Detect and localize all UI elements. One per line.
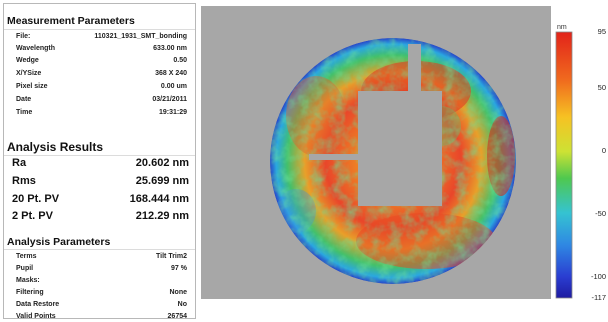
colorbar-unit: nm: [557, 24, 567, 31]
analysis-results-title: Analysis Results: [7, 140, 104, 154]
aparam-row-terms: Terms Tilt Trim2: [4, 252, 195, 261]
aparam-label: Data Restore: [16, 301, 60, 308]
result-value: 168.444 nm: [129, 193, 189, 205]
result-value: 212.29 nm: [135, 210, 189, 222]
param-row-date: Date 03/21/2011: [4, 95, 195, 104]
colorbar-tick-label: -50: [595, 208, 606, 218]
analysis-parameters-title: Analysis Parameters: [7, 236, 111, 248]
aparam-row-pupil: Pupil 97 %: [4, 264, 195, 273]
param-label: Wedge: [16, 57, 39, 64]
colorbar-gradient: [555, 31, 573, 299]
colorbar-tick-label: 0: [601, 146, 606, 156]
colorbar-tick-label: -117: [591, 293, 606, 302]
param-row-xysize: X/YSize 368 X 240: [4, 69, 195, 78]
result-row-ra: Ra 20.602 nm: [4, 155, 195, 172]
param-value: 368 X 240: [155, 70, 187, 77]
param-value: 03/21/2011: [152, 96, 187, 103]
aparam-value: 97 %: [171, 265, 187, 272]
aparam-value: No: [177, 301, 187, 308]
aparam-row-data-restore: Data Restore No: [4, 300, 195, 309]
aparam-label: Filtering: [16, 289, 44, 296]
aparam-label: Valid Points: [16, 313, 56, 320]
measurement-parameters-title: Measurement Parameters: [7, 15, 135, 27]
aparam-label: Masks:: [16, 277, 40, 284]
colorbar: [555, 31, 573, 299]
divider: [4, 155, 195, 156]
param-row-wedge: Wedge 0.50: [4, 56, 195, 65]
colorbar-tick-label: 50: [597, 83, 606, 93]
result-row-rms: Rms 25.699 nm: [4, 173, 195, 190]
aparam-row-masks: Masks:: [4, 276, 195, 285]
divider: [4, 29, 195, 30]
colorbar-tick-label: 95: [597, 27, 606, 36]
aparam-row-filtering: Filtering None: [4, 288, 195, 297]
aparam-label: Pupil: [16, 265, 34, 272]
param-value: 633.00 nm: [153, 45, 187, 52]
param-value: 110321_1931_SMT_bonding: [94, 33, 187, 40]
surface-map-plot[interactable]: [201, 6, 551, 299]
param-label: Pixel size: [16, 83, 48, 90]
param-value: 0.00 um: [160, 83, 187, 90]
parameters-panel: Measurement Parameters File: 110321_1931…: [3, 3, 196, 321]
aparam-row-valid-points: Valid Points 26754: [4, 312, 195, 321]
surface-map-image: [270, 38, 516, 284]
colorbar-tick-label: -100: [590, 271, 606, 281]
param-value: 0.50: [173, 57, 187, 64]
result-value: 25.699 nm: [135, 175, 189, 187]
aparam-label: Terms: [16, 253, 37, 260]
aparam-value: 26754: [167, 313, 187, 320]
param-row-time: Time 19:31:29: [4, 108, 195, 117]
param-value: 19:31:29: [158, 109, 187, 116]
param-row-wavelength: Wavelength 633.00 nm: [4, 44, 195, 53]
param-label: File:: [16, 33, 31, 40]
aparam-value: None: [169, 289, 188, 296]
result-label: 20 Pt. PV: [12, 193, 60, 205]
param-label: Date: [16, 96, 32, 103]
param-row-file: File: 110321_1931_SMT_bonding: [4, 32, 195, 41]
result-label: 2 Pt. PV: [12, 210, 53, 222]
param-label: Time: [16, 109, 33, 116]
param-row-pixel-size: Pixel size 0.00 um: [4, 82, 195, 91]
result-label: Rms: [12, 175, 36, 187]
result-row-20pt-pv: 20 Pt. PV 168.444 nm: [4, 191, 195, 208]
divider: [4, 249, 195, 250]
result-value: 20.602 nm: [135, 157, 189, 169]
param-label: Wavelength: [16, 45, 56, 52]
result-label: Ra: [12, 157, 27, 169]
result-row-2pt-pv: 2 Pt. PV 212.29 nm: [4, 208, 195, 225]
aparam-value: Tilt Trim2: [156, 253, 187, 260]
param-label: X/YSize: [16, 70, 42, 77]
